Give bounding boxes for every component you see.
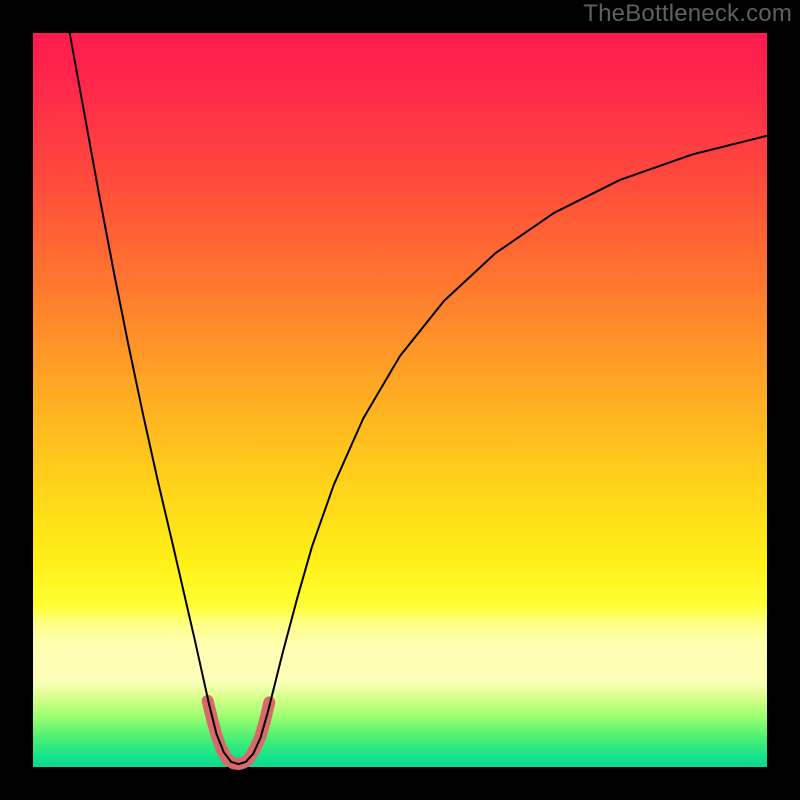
watermark-text: TheBottleneck.com bbox=[583, 0, 792, 28]
gradient-plot-area bbox=[33, 33, 767, 767]
chart-stage: TheBottleneck.com bbox=[0, 0, 800, 800]
bottleneck-chart bbox=[0, 0, 800, 800]
